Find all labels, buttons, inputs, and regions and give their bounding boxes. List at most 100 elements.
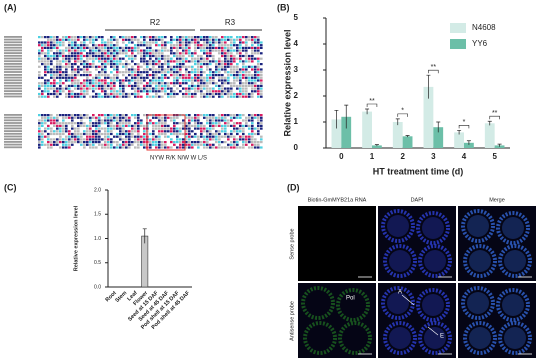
residue bbox=[170, 68, 173, 71]
residue bbox=[167, 135, 170, 138]
residue bbox=[125, 114, 128, 117]
residue bbox=[74, 54, 77, 58]
residue bbox=[80, 122, 83, 125]
residue bbox=[206, 63, 209, 66]
residue bbox=[50, 141, 53, 144]
residue bbox=[83, 60, 86, 63]
residue bbox=[50, 74, 53, 77]
residue bbox=[119, 143, 122, 146]
residue bbox=[92, 63, 95, 66]
residue bbox=[224, 52, 227, 55]
residue bbox=[227, 82, 230, 85]
residue bbox=[254, 74, 257, 77]
residue bbox=[134, 79, 137, 82]
motif-box bbox=[146, 114, 186, 151]
residue bbox=[110, 116, 113, 119]
residue bbox=[233, 95, 236, 98]
residue bbox=[251, 143, 254, 146]
residue bbox=[200, 90, 203, 93]
residue bbox=[257, 143, 260, 146]
residue bbox=[128, 143, 131, 146]
residue bbox=[227, 95, 230, 98]
residue bbox=[44, 84, 47, 87]
residue bbox=[107, 87, 110, 90]
residue bbox=[242, 82, 245, 85]
residue bbox=[203, 63, 206, 66]
residue bbox=[185, 74, 188, 77]
residue bbox=[161, 46, 164, 49]
residue bbox=[98, 44, 101, 47]
residue bbox=[125, 132, 128, 136]
residue bbox=[194, 143, 197, 146]
residue bbox=[245, 79, 248, 82]
residue bbox=[152, 36, 155, 39]
residue bbox=[152, 79, 155, 82]
residue bbox=[260, 146, 263, 149]
residue bbox=[215, 90, 218, 93]
residue bbox=[164, 82, 167, 85]
residue bbox=[221, 114, 224, 117]
residue bbox=[239, 116, 242, 119]
residue bbox=[53, 71, 56, 74]
residue bbox=[116, 71, 119, 74]
residue bbox=[233, 141, 236, 144]
residue bbox=[200, 135, 203, 138]
residue bbox=[200, 84, 203, 87]
residue bbox=[128, 36, 131, 39]
residue bbox=[185, 122, 188, 125]
residue bbox=[89, 82, 92, 85]
residue bbox=[89, 54, 92, 58]
residue bbox=[101, 49, 104, 52]
residue bbox=[233, 49, 236, 52]
seq-name bbox=[4, 87, 22, 90]
residue bbox=[173, 65, 176, 68]
residue bbox=[110, 92, 113, 96]
residue bbox=[182, 138, 185, 141]
residue bbox=[77, 65, 80, 68]
residue bbox=[209, 54, 212, 58]
residue bbox=[215, 141, 218, 144]
residue bbox=[188, 46, 191, 49]
residue bbox=[41, 90, 44, 93]
residue bbox=[188, 54, 191, 58]
residue bbox=[200, 68, 203, 71]
x-tick-label: 1 bbox=[370, 152, 375, 161]
residue bbox=[116, 52, 119, 55]
residue bbox=[242, 114, 245, 117]
residue bbox=[131, 71, 134, 74]
residue bbox=[251, 57, 254, 60]
residue bbox=[71, 76, 74, 79]
residue bbox=[188, 74, 191, 77]
residue bbox=[122, 38, 125, 41]
residue bbox=[56, 36, 59, 39]
residue bbox=[245, 135, 248, 138]
residue bbox=[74, 46, 77, 49]
residue bbox=[80, 84, 83, 87]
residue bbox=[239, 46, 242, 49]
residue bbox=[182, 132, 185, 136]
residue bbox=[197, 63, 200, 66]
residue bbox=[89, 127, 92, 130]
residue bbox=[122, 143, 125, 146]
seq-name bbox=[4, 135, 22, 138]
residue bbox=[62, 54, 65, 58]
residue bbox=[125, 71, 128, 74]
residue bbox=[185, 135, 188, 138]
residue bbox=[248, 84, 251, 87]
residue bbox=[188, 38, 191, 41]
residue bbox=[173, 95, 176, 98]
residue bbox=[206, 135, 209, 138]
residue bbox=[95, 127, 98, 130]
residue bbox=[56, 114, 59, 117]
residue bbox=[56, 138, 59, 141]
residue bbox=[71, 46, 74, 49]
residue bbox=[197, 44, 200, 47]
residue bbox=[98, 57, 101, 60]
micrographs bbox=[298, 206, 536, 358]
residue bbox=[101, 38, 104, 41]
residue bbox=[197, 36, 200, 39]
residue bbox=[221, 130, 224, 133]
residue bbox=[68, 52, 71, 55]
residue bbox=[38, 82, 41, 85]
residue bbox=[239, 92, 242, 96]
